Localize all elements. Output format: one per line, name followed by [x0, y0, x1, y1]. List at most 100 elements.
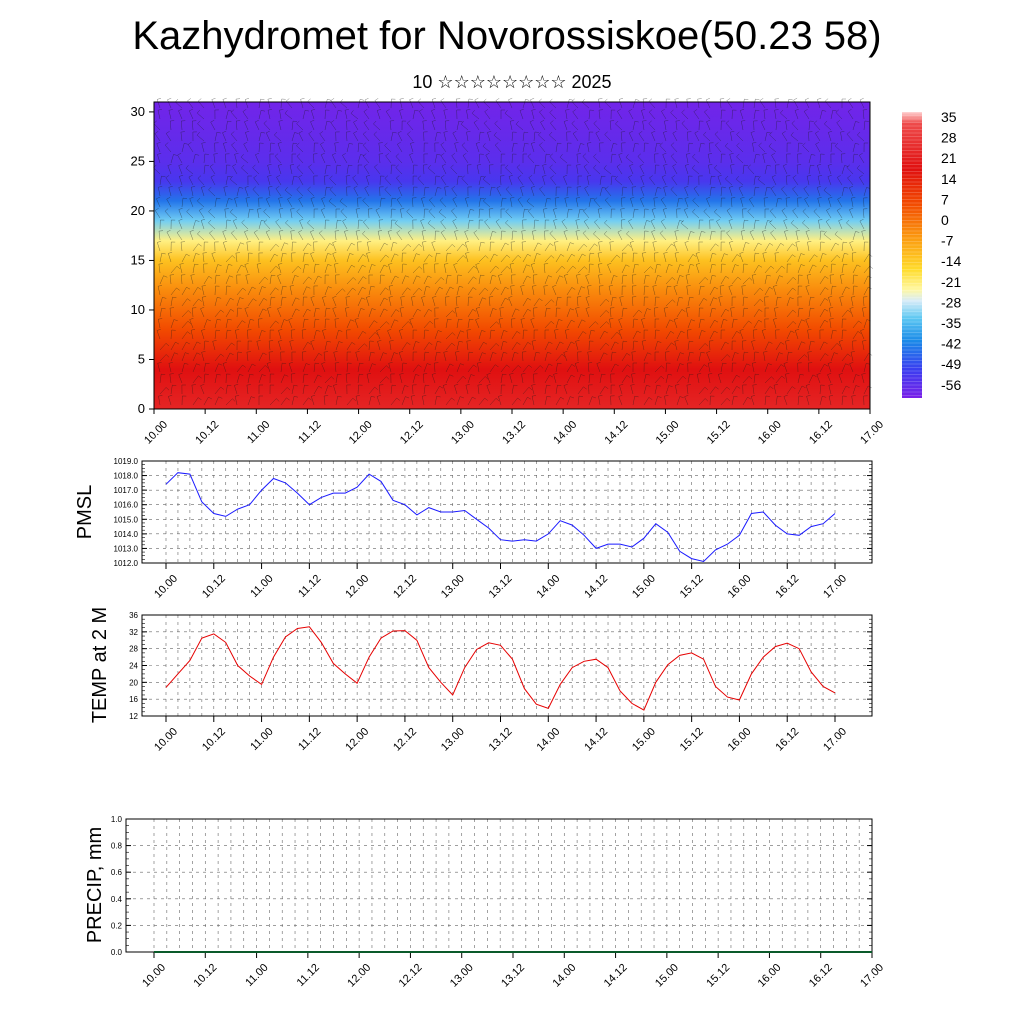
wind-barb-paths: [153, 97, 874, 406]
x-tick-label: 15.12: [704, 962, 732, 990]
temp-series-line: [165, 626, 836, 711]
x-tick-label: 10.12: [200, 573, 228, 601]
y-tick-label: 1016.0: [114, 501, 139, 510]
x-tick-label: 12.00: [345, 962, 373, 990]
x-tick-label: 14.12: [582, 726, 610, 754]
x-tick-label: 14.12: [602, 419, 630, 447]
x-tick-label: 13.00: [449, 419, 477, 447]
x-tick-label: 16.12: [773, 726, 801, 754]
x-tick-label: 16.12: [807, 962, 835, 990]
y-tick-label: 0.8: [111, 842, 123, 851]
y-tick-label: 32: [129, 628, 138, 637]
x-tick-label: 11.00: [248, 726, 275, 753]
x-tick-label: 14.12: [602, 962, 630, 990]
x-tick-label: 11.12: [296, 419, 323, 446]
x-tick-label: 11.12: [295, 962, 322, 989]
colorbar-label: -7: [941, 233, 954, 249]
x-tick-label: 11.12: [296, 726, 323, 753]
y-tick-label: 20: [131, 203, 145, 218]
x-tick-label: 10.12: [200, 726, 228, 754]
x-tick-label: 13.12: [499, 962, 527, 990]
y-tick-label: 0.4: [111, 895, 123, 904]
x-tick-label: 13.12: [487, 726, 515, 754]
x-tick-label: 17.00: [858, 962, 886, 990]
x-tick-label: 12.12: [397, 962, 425, 990]
y-tick-label: 1014.0: [114, 530, 139, 539]
precip-panel: 0.0 0.2 0.4 0.6 0.8 1.0 10.00 10.12 11.00 11.12 12…: [84, 815, 886, 990]
y-tick-label: 1018.0: [114, 472, 139, 481]
x-tick-label: 15.00: [654, 419, 682, 447]
y-tick-label: 1019.0: [114, 457, 139, 466]
x-tick-label: 14.00: [551, 419, 579, 447]
colorbar-label: 21: [941, 150, 957, 166]
x-tick-label: 12.00: [343, 726, 371, 754]
colorbar-scale: [902, 112, 922, 398]
x-tick-label: 17.00: [858, 419, 886, 447]
y-tick-label: 36: [129, 611, 138, 620]
pmsl-axis-label: PMSL: [74, 485, 96, 539]
x-tick-label: 10.00: [152, 573, 180, 601]
y-tick-label: 0.0: [111, 948, 123, 957]
x-tick-label: 16.00: [726, 726, 754, 754]
x-tick-label: 12.12: [391, 726, 419, 754]
wind-barbs: [153, 97, 874, 406]
x-tick-label: 14.00: [534, 573, 562, 601]
colorbar-label: 0: [941, 212, 949, 228]
colorbar-label: 35: [941, 109, 957, 125]
colorbar: 35 28 21 14 7 0 -7 -14 -21 -28 -35 -42 -49 -56: [902, 109, 961, 398]
x-tick-label: 12.00: [343, 573, 371, 601]
chart-subtitle: 10 ☆☆☆☆☆☆☆☆ 2025: [412, 72, 612, 92]
colorbar-label: -56: [941, 377, 961, 393]
x-tick-label: 13.12: [500, 419, 528, 447]
x-tick-label: 11.00: [248, 573, 275, 600]
colorbar-label: 7: [941, 191, 949, 207]
colorbar-label: 28: [941, 130, 957, 146]
colorbar-label: -21: [941, 274, 961, 290]
y-tick-label: 1017.0: [114, 486, 139, 495]
x-tick-label: 12.12: [391, 573, 419, 601]
x-tick-label: 12.00: [347, 419, 375, 447]
x-tick-label: 13.00: [439, 573, 467, 601]
x-tick-label: 16.00: [756, 962, 784, 990]
x-tick-label: 12.12: [398, 419, 426, 447]
y-tick-label: 16: [129, 695, 138, 704]
colorbar-label: -35: [941, 315, 961, 331]
x-tick-label: 13.00: [448, 962, 476, 990]
y-tick-label: 20: [129, 678, 138, 687]
chart-title: Kazhydromet for Novorossiskoe(50.23 58): [132, 14, 882, 58]
y-tick-label: 1.0: [111, 815, 123, 824]
x-tick-label: 17.00: [821, 726, 849, 754]
temp-panel: 12 16 20 24 28 32 36 10.00 10.12 11.00 11.12 12.00 1…: [89, 607, 873, 754]
colorbar-label: -49: [941, 356, 961, 372]
x-tick-label: 10.00: [152, 726, 180, 754]
y-tick-label: 1015.0: [114, 515, 139, 524]
x-tick-label: 15.00: [630, 726, 658, 754]
colorbar-label: -14: [941, 253, 961, 269]
y-tick-label: 0.6: [111, 868, 123, 877]
y-tick-label: 10: [131, 302, 145, 317]
y-tick-label: 25: [131, 153, 145, 168]
x-tick-label: 16.00: [756, 419, 784, 447]
x-tick-label: 14.00: [534, 726, 562, 754]
x-tick-label: 15.00: [653, 962, 681, 990]
y-tick-label: 1012.0: [114, 559, 139, 568]
x-tick-label: 11.00: [245, 419, 272, 446]
x-tick-label: 10.00: [142, 419, 170, 447]
y-tick-label: 15: [131, 252, 145, 267]
y-tick-label: 0.2: [111, 921, 123, 930]
y-tick-label: 24: [129, 662, 138, 671]
cross-section-panel: 0 5 10 15 20 25 30 10.00 10.12 11.00 11.12 12.00 12…: [131, 97, 886, 447]
pmsl-panel: 1012.0 1013.0 1014.0 1015.0 1016.0 1017.0 1018…: [74, 457, 873, 601]
precip-frame: [125, 818, 873, 953]
colorbar-label: 14: [941, 171, 957, 187]
x-tick-label: 14.00: [550, 962, 578, 990]
colorbar-label: -28: [941, 294, 961, 310]
y-tick-label: 28: [129, 645, 138, 654]
y-tick-label: 12: [129, 712, 138, 721]
x-tick-label: 16.00: [726, 573, 754, 601]
y-tick-label: 0: [138, 401, 145, 416]
temperature-field: [154, 102, 870, 409]
y-tick-label: 5: [138, 351, 145, 366]
x-tick-label: 15.00: [630, 573, 658, 601]
